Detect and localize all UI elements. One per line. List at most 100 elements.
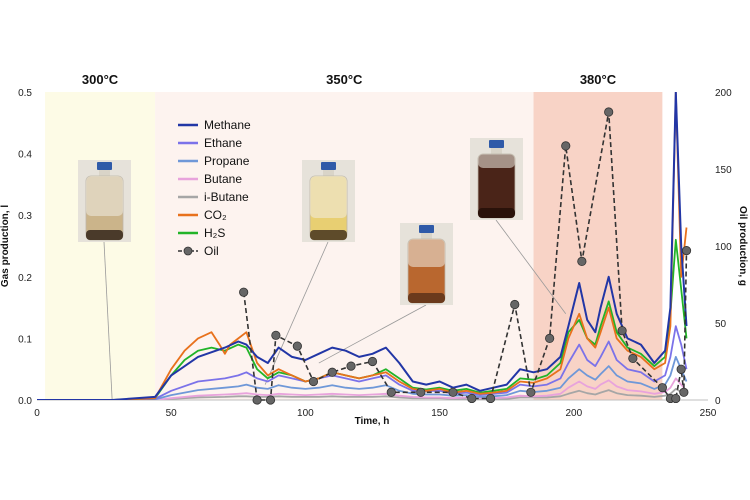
x-tick-label: 0: [34, 408, 40, 419]
jar-headspace: [478, 154, 515, 168]
legend-label: Propane: [204, 154, 250, 168]
series-line-6: [37, 238, 688, 400]
jar-headspace: [310, 176, 347, 218]
legend-label: H₂S: [204, 226, 225, 240]
legend-marker: [183, 246, 193, 256]
y-axis-title: Gas production, l: [0, 205, 11, 287]
oil-point: [681, 246, 692, 256]
legend-item-6: H₂S: [178, 226, 225, 240]
oil-point: [467, 393, 477, 404]
jar-cap: [489, 140, 504, 148]
jar-photo-1: [264, 160, 355, 385]
jar-photo-0: [78, 160, 131, 401]
oil-point: [448, 387, 458, 397]
series-lines: [37, 92, 692, 405]
region-label: 300°C: [82, 72, 119, 87]
jar-neck: [99, 170, 110, 176]
legend-item-7: Oil: [178, 244, 219, 258]
photo-pointer: [264, 241, 329, 385]
jar-cap: [419, 225, 434, 233]
x-tick-label: 50: [166, 408, 178, 419]
legend-item-2: Propane: [178, 154, 250, 168]
jar-neck: [421, 233, 432, 239]
y-tick-label: 0.4: [18, 150, 32, 161]
jar-photo-3: [470, 138, 567, 314]
oil-point: [561, 141, 571, 151]
y-tick-label: 0.1: [18, 334, 32, 345]
oil-point: [265, 395, 276, 405]
legend-label: Methane: [204, 118, 251, 132]
oil-point: [386, 387, 396, 397]
photo-pointer: [103, 241, 113, 401]
y2-tick-label: 200: [715, 88, 732, 99]
series-line-5: [37, 92, 688, 400]
legend-item-4: i-Butane: [178, 190, 249, 204]
oil-point: [367, 356, 378, 367]
x-tick-label: 200: [565, 408, 582, 419]
legend-label: CO₂: [204, 208, 227, 222]
legend-label: Ethane: [204, 136, 242, 150]
y-tick-label: 0.3: [18, 211, 32, 222]
y2-tick-label: 0: [715, 396, 721, 407]
series-line-0: [37, 92, 688, 400]
oil-point: [346, 361, 356, 371]
legend-item-1: Ethane: [178, 136, 242, 150]
region-label: 350°C: [326, 72, 363, 87]
y-tick-label: 0.2: [18, 273, 32, 284]
oil-point: [308, 376, 319, 387]
jar-sediment: [310, 230, 347, 240]
legend-item-0: Methane: [178, 118, 251, 132]
y2-tick-label: 50: [715, 319, 727, 330]
y-tick-label: 0.5: [18, 88, 32, 99]
x-tick-label: 150: [431, 408, 448, 419]
oil-point: [292, 341, 302, 351]
jar-headspace: [408, 239, 445, 267]
jar-cap: [97, 162, 112, 170]
legend-item-3: Butane: [178, 172, 242, 186]
y-tick-label: 0.0: [18, 396, 32, 407]
jar-headspace: [86, 176, 123, 216]
legend-label: Oil: [204, 244, 219, 258]
jar-sediment: [408, 293, 445, 303]
oil-point: [239, 287, 249, 297]
photo-pointer: [495, 219, 567, 314]
jar-photos: [78, 138, 567, 401]
oil-point: [485, 393, 496, 404]
oil-point: [271, 330, 281, 340]
jar-cap: [321, 162, 336, 170]
oil-point: [617, 326, 627, 336]
legend-label: Butane: [204, 172, 242, 186]
jar-neck: [491, 148, 502, 154]
jar-neck: [323, 170, 334, 176]
x-tick-label: 250: [700, 408, 717, 419]
oil-point: [671, 393, 681, 404]
legend-item-5: CO₂: [178, 208, 227, 222]
oil-point: [628, 353, 638, 364]
y2-tick-label: 100: [715, 242, 732, 253]
oil-point: [526, 387, 536, 397]
legend-label: i-Butane: [204, 190, 249, 204]
region-0: [45, 92, 156, 400]
oil-point: [416, 387, 426, 397]
oil-point: [252, 395, 262, 405]
series-line-3: [37, 377, 688, 400]
region-2: [533, 92, 663, 400]
oil-point: [679, 387, 689, 397]
jar-sediment: [86, 230, 123, 240]
legend: Methane Ethane Propane Butane i-Butane CO₂ H₂S…: [178, 118, 251, 258]
oil-point: [676, 364, 686, 374]
photo-pointer: [318, 304, 427, 364]
region-label: 380°C: [580, 72, 617, 87]
x-tick-label: 100: [297, 408, 314, 419]
x-axis-title: Time, h: [355, 416, 390, 427]
oil-point: [327, 367, 337, 377]
oil-line: [242, 111, 688, 401]
oil-point: [510, 299, 520, 310]
oil-point: [577, 256, 587, 266]
y2-tick-label: 150: [715, 165, 732, 176]
y2-axis-title: Oil production, g: [737, 206, 748, 286]
jar-photo-2: [318, 223, 453, 364]
jar-sediment: [478, 208, 515, 218]
oil-point: [657, 383, 667, 393]
